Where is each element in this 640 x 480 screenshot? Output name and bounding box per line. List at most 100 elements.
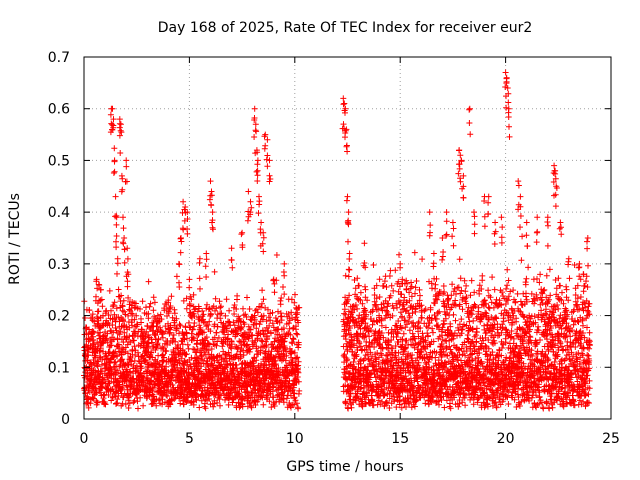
data-point: [385, 329, 392, 336]
data-point: [448, 349, 455, 356]
data-point: [184, 341, 191, 348]
data-point: [211, 268, 218, 275]
data-point: [118, 292, 125, 299]
data-point: [139, 298, 146, 305]
data-point: [108, 397, 115, 404]
data-point: [84, 399, 91, 406]
data-point: [464, 332, 471, 338]
data-point: [259, 287, 266, 294]
data-point: [452, 317, 459, 324]
data-point: [134, 321, 141, 328]
data-point: [137, 306, 143, 312]
data-point: [150, 307, 157, 314]
data-point: [523, 275, 530, 282]
data-point: [148, 349, 155, 356]
data-point: [113, 305, 120, 312]
data-point: [366, 333, 373, 340]
data-point: [383, 284, 390, 290]
data-point: [369, 321, 376, 328]
data-point: [131, 343, 138, 350]
data-point: [436, 308, 443, 315]
data-point: [246, 306, 253, 312]
data-point: [196, 404, 203, 411]
data-point: [546, 266, 553, 273]
data-point: [468, 277, 475, 284]
data-point: [131, 304, 138, 311]
data-point: [504, 282, 511, 289]
data-point: [109, 303, 116, 310]
data-point: [505, 277, 512, 284]
data-point: [125, 405, 132, 411]
data-point: [462, 402, 469, 409]
data-point: [99, 303, 106, 310]
data-point: [120, 297, 127, 304]
data-point: [102, 401, 109, 408]
data-point: [116, 331, 123, 338]
data-point: [119, 307, 126, 314]
data-point: [111, 299, 118, 306]
data-point: [432, 281, 439, 288]
data-point: [242, 311, 249, 318]
data-point: [127, 355, 134, 361]
data-point: [112, 325, 119, 331]
data-point: [519, 233, 526, 240]
data-point: [97, 329, 104, 336]
data-point: [206, 318, 213, 325]
data-point: [126, 400, 133, 407]
data-point: [386, 273, 393, 279]
data-point: [147, 300, 154, 307]
data-point: [293, 330, 300, 337]
data-point: [260, 401, 267, 408]
data-point: [137, 343, 144, 350]
data-point: [244, 294, 250, 301]
data-point: [139, 373, 146, 380]
data-point: [441, 404, 448, 411]
data-point: [97, 389, 104, 396]
data-point: [86, 307, 93, 314]
data-point: [100, 392, 107, 399]
data-point: [87, 360, 94, 367]
data-point: [107, 359, 114, 366]
data-point: [138, 319, 145, 326]
data-points: [81, 69, 593, 412]
data-point: [491, 286, 498, 293]
data-point: [280, 284, 286, 290]
data-point: [146, 303, 153, 310]
data-point: [189, 334, 196, 341]
data-point: [275, 308, 281, 315]
data-point: [531, 313, 538, 320]
data-point: [470, 317, 477, 324]
data-point: [537, 271, 544, 278]
data-point: [226, 307, 233, 314]
data-point: [400, 330, 407, 337]
data-point: [183, 305, 190, 312]
data-point: [485, 304, 492, 311]
data-point: [370, 262, 377, 268]
data-point: [292, 355, 299, 362]
data-point: [411, 249, 418, 256]
data-point: [115, 341, 122, 348]
data-point: [103, 335, 110, 342]
data-point: [485, 287, 492, 294]
chart-title: Day 168 of 2025, Rate Of TEC Index for r…: [158, 20, 533, 36]
data-point: [122, 311, 129, 318]
data-point: [376, 276, 383, 283]
data-point: [256, 321, 263, 328]
data-point: [240, 305, 246, 312]
data-point: [543, 399, 550, 406]
data-point: [173, 273, 180, 280]
data-point: [290, 335, 296, 342]
data-point: [260, 296, 267, 303]
data-point: [120, 317, 126, 324]
data-point: [130, 375, 137, 382]
data-point: [111, 359, 118, 366]
data-point: [145, 278, 152, 285]
data-point: [440, 283, 447, 289]
data-point: [488, 299, 495, 306]
data-point: [94, 363, 101, 370]
data-point: [149, 339, 156, 346]
data-point: [168, 293, 175, 300]
data-point: [150, 294, 157, 301]
data-point: [108, 307, 114, 314]
data-point: [518, 257, 525, 264]
